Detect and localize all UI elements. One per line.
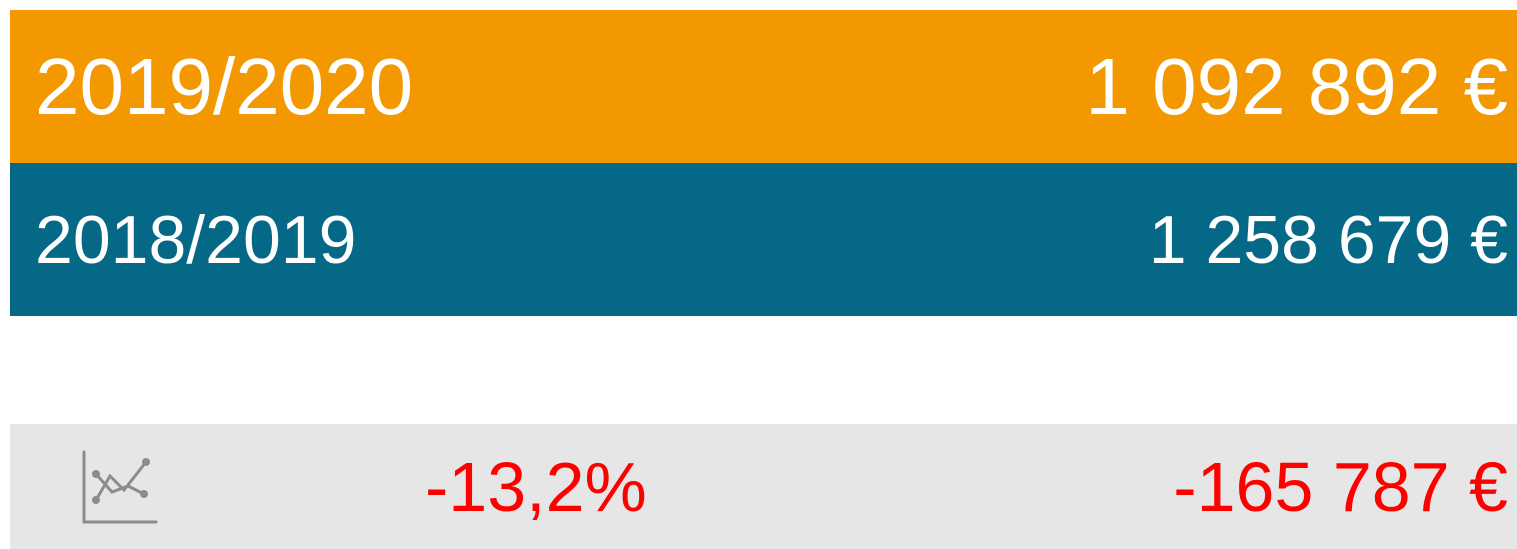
trend-icon [82,450,158,524]
amount: 1 258 679 € [1148,201,1508,278]
period: 2019/2020 [35,41,414,131]
period: 2018/2019 [35,201,357,278]
difference: -165 787 € [1173,447,1508,526]
previous-row: 2018/2019 1 258 679 € [10,163,1517,316]
amount: 1 092 892 € [1085,41,1508,131]
comparison-row: -13,2% -165 787 € [10,424,1517,549]
current-row: 2019/2020 1 092 892 € [10,10,1517,163]
percent-change: -13,2% [425,447,647,526]
